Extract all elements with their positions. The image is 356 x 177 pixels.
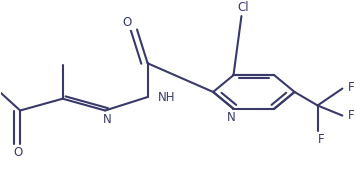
Text: F: F [348,81,355,94]
Text: O: O [122,16,132,29]
Text: F: F [318,133,324,146]
Text: F: F [348,109,355,122]
Text: Cl: Cl [237,1,249,14]
Text: N: N [103,113,111,126]
Text: N: N [227,111,236,124]
Text: NH: NH [158,91,176,104]
Text: O: O [14,146,23,159]
